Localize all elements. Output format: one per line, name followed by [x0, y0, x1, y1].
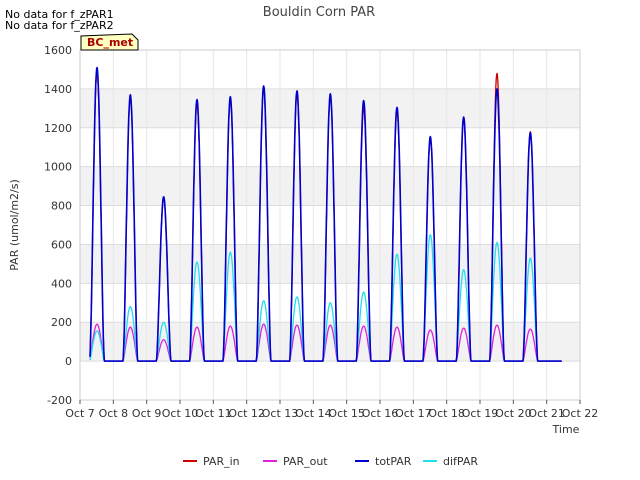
y-tick-label: 1400 — [44, 83, 72, 96]
legend: PAR_in PAR_out totPAR difPAR — [183, 455, 478, 468]
y-tick-label: -200 — [47, 394, 72, 407]
legend-label-difpar: difPAR — [443, 455, 478, 468]
x-tick-label: Oct 12 — [228, 407, 265, 420]
series-group — [89, 66, 562, 362]
y-tick-label: 200 — [51, 316, 72, 329]
no-data-note-2: No data for f_zPAR2 — [5, 19, 114, 32]
y-axis-title: PAR (umol/m2/s) — [8, 179, 21, 271]
y-tick-label: 600 — [51, 238, 72, 251]
legend-label-par-out: PAR_out — [283, 455, 328, 468]
x-tick-label: Oct 15 — [328, 407, 365, 420]
grid-band — [80, 166, 580, 206]
x-axis-title: Time — [552, 423, 580, 436]
bc-met-badge: BC_met — [80, 33, 139, 51]
series-line-totpar — [89, 66, 562, 362]
x-tick-label: Oct 7 — [65, 407, 95, 420]
y-tick-label: 0 — [65, 355, 72, 368]
x-tick-label: Oct 11 — [195, 407, 232, 420]
y-tick-label: 1200 — [44, 122, 72, 135]
badge-label: BC_met — [87, 36, 133, 49]
no-data-note-1: No data for f_zPAR1 — [5, 8, 114, 21]
y-tick-label: 1600 — [44, 44, 72, 57]
background-bands — [80, 88, 580, 362]
x-tick-label: Oct 13 — [262, 407, 299, 420]
x-tick-label: Oct 14 — [295, 407, 332, 420]
legend-label-par-in: PAR_in — [203, 455, 240, 468]
x-tick-label: Oct 8 — [99, 407, 129, 420]
grid-band — [80, 322, 580, 362]
grid-band — [80, 244, 580, 284]
legend-label-totpar: totPAR — [375, 455, 412, 468]
x-tick-label: Oct 20 — [495, 407, 532, 420]
x-tick-label: Oct 9 — [132, 407, 162, 420]
x-tick-label: Oct 21 — [528, 407, 565, 420]
chart-title: Bouldin Corn PAR — [263, 5, 375, 20]
x-tick-label: Oct 10 — [162, 407, 199, 420]
y-axis-ticks: -200 0 200 400 600 800 1000 1200 1400 1600 — [44, 44, 72, 407]
x-tick-label: Oct 22 — [562, 407, 599, 420]
x-tick-label: Oct 19 — [462, 407, 499, 420]
y-tick-label: 800 — [51, 200, 72, 213]
y-tick-label: 1000 — [44, 161, 72, 174]
y-tick-label: 400 — [51, 277, 72, 290]
x-tick-label: Oct 16 — [362, 407, 399, 420]
x-tick-label: Oct 18 — [428, 407, 465, 420]
x-tick-label: Oct 17 — [395, 407, 432, 420]
plot-frame — [79, 49, 581, 401]
